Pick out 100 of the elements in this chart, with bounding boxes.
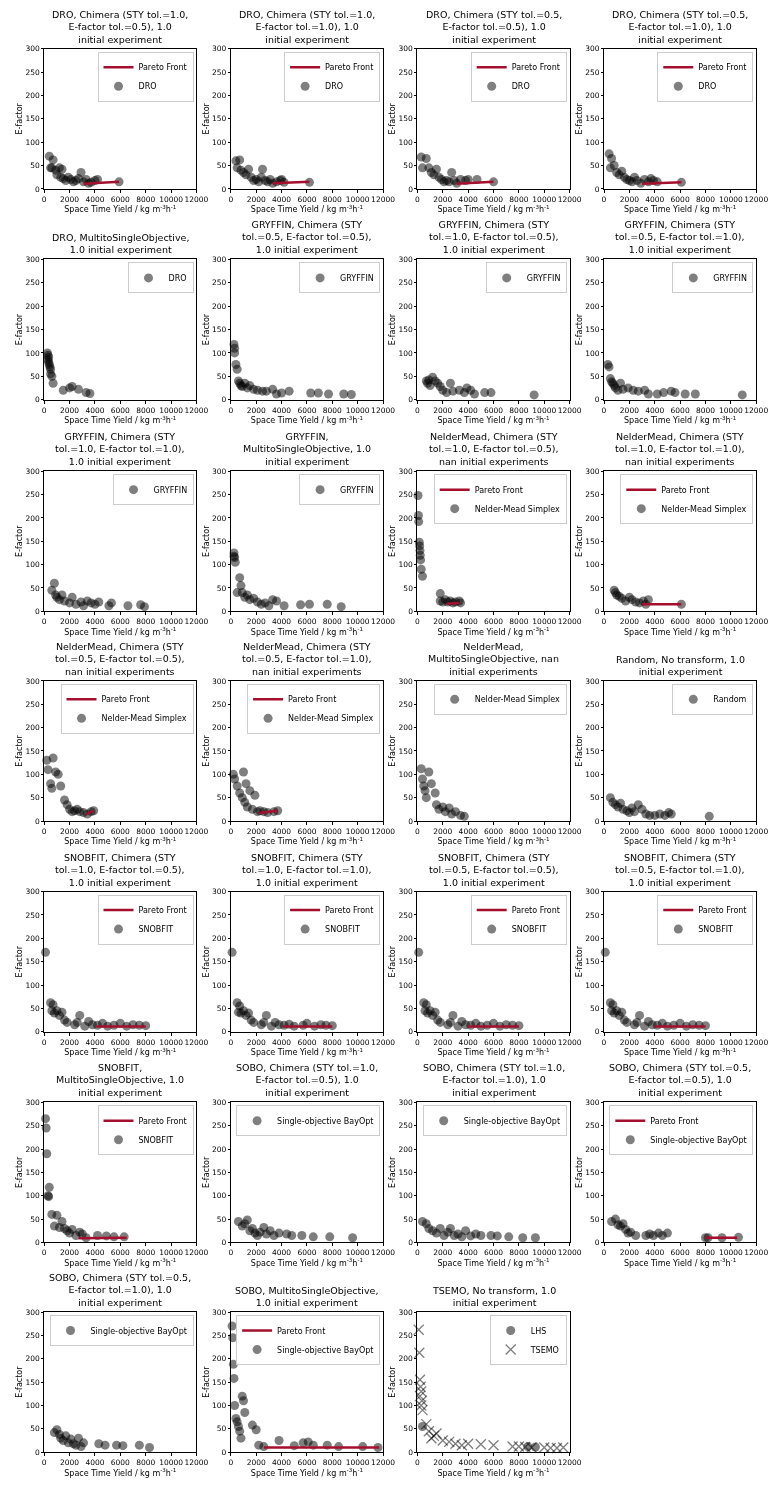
legend-label: Pareto Front bbox=[511, 906, 560, 916]
point bbox=[313, 388, 323, 398]
y-axis-title: E-factor bbox=[388, 1156, 398, 1189]
point bbox=[607, 154, 617, 163]
legend-label: DRO bbox=[138, 82, 157, 92]
point bbox=[435, 1223, 445, 1233]
x-axis-title: Space Time Yield / kg m$^{-3}$h$^{-1}$ bbox=[64, 1467, 177, 1478]
point bbox=[529, 390, 539, 400]
y-axis-title: E-factor bbox=[15, 1365, 25, 1398]
chart-title: DRO, Chimera (STY tol.=1.0, E-factor tol.=0.5), 1.0 initial experiment bbox=[52, 9, 189, 45]
x-axis-title: Space Time Yield / kg m$^{-3}$h$^{-1}$ bbox=[64, 836, 177, 847]
chart-title: SOBO, MultitoSingleObjective, 1.0 initial experiment bbox=[235, 1285, 379, 1309]
x-axis-title: Space Time Yield / kg m$^{-3}$h$^{-1}$ bbox=[624, 414, 737, 425]
legend-label: SNOBFIT bbox=[138, 925, 174, 935]
point bbox=[250, 790, 260, 800]
point bbox=[308, 1232, 318, 1242]
point bbox=[48, 753, 58, 763]
y-axis-title: E-factor bbox=[574, 945, 584, 978]
point bbox=[48, 378, 58, 388]
point bbox=[261, 1010, 271, 1020]
chart-title: SNOBFIT, Chimera (STY tol.=1.0, E-factor tol.=1.0), 1.0 initial experiment bbox=[242, 852, 372, 888]
legend-label: Pareto Front bbox=[138, 1116, 187, 1126]
point bbox=[643, 389, 653, 399]
chart-title: GRYFFIN, Chimera (STY tol.=0.5, E-factor tol.=1.0), 1.0 initial experiment bbox=[615, 219, 745, 255]
point bbox=[277, 388, 287, 398]
y-axis-title: E-factor bbox=[574, 734, 584, 767]
point bbox=[304, 599, 314, 609]
point bbox=[504, 1232, 514, 1242]
point bbox=[284, 386, 294, 396]
x-axis-title: Space Time Yield / kg m$^{-3}$h$^{-1}$ bbox=[250, 203, 364, 215]
legend-label: Single-objective BayOpt bbox=[90, 1326, 187, 1336]
y-axis-title: E-factor bbox=[574, 524, 584, 557]
legend-label: Nelder-Mead Simplex bbox=[474, 504, 561, 514]
point bbox=[322, 599, 332, 609]
x-axis-title: Space Time Yield / kg m$^{-3}$h$^{-1}$ bbox=[250, 836, 364, 847]
point bbox=[476, 1230, 486, 1240]
chart-title: SNOBFIT, MultitoSingleObjective, 1.0 initial experiment bbox=[56, 1062, 185, 1098]
x-axis-title: Space Time Yield / kg m$^{-3}$h$^{-1}$ bbox=[437, 1257, 551, 1268]
legend-label: Pareto Front bbox=[650, 1116, 699, 1126]
point bbox=[659, 388, 669, 398]
chart-title: DRO, MultitoSingleObjective, 1.0 initial experiment bbox=[52, 232, 190, 256]
x-axis-title: Space Time Yield / kg m$^{-3}$h$^{-1}$ bbox=[64, 1257, 177, 1268]
chart-title: SNOBFIT, Chimera (STY tol.=0.5, E-factor tol.=1.0), 1.0 initial experiment bbox=[615, 852, 745, 888]
x-axis-title: Space Time Yield / kg m$^{-3}$h$^{-1}$ bbox=[437, 203, 551, 215]
chart-title: NelderMead, Chimera (STY tol.=0.5, E-factor tol.=0.5), nan initial experiments bbox=[55, 641, 185, 677]
point bbox=[670, 388, 680, 398]
point bbox=[287, 1230, 297, 1240]
point bbox=[118, 1441, 128, 1451]
point bbox=[492, 1231, 502, 1241]
point bbox=[123, 601, 133, 611]
x-axis-title: Space Time Yield / kg m$^{-3}$h$^{-1}$ bbox=[64, 1046, 177, 1058]
legend-label: Single-objective BayOpt bbox=[463, 1116, 561, 1126]
point bbox=[445, 378, 455, 388]
x-axis-title: Space Time Yield / kg m$^{-3}$h$^{-1}$ bbox=[64, 626, 177, 637]
legend-label: GRYFFIN bbox=[153, 485, 188, 495]
x-axis-title: Space Time Yield / kg m$^{-3}$h$^{-1}$ bbox=[624, 203, 737, 215]
point bbox=[631, 1230, 641, 1240]
legend-label: Pareto Front bbox=[288, 695, 337, 705]
legend-label: Pareto Front bbox=[474, 485, 523, 495]
x-axis-title: Space Time Yield / kg m$^{-3}$h$^{-1}$ bbox=[437, 1046, 551, 1058]
point bbox=[336, 602, 346, 612]
point bbox=[445, 1223, 455, 1233]
x-axis-title: Space Time Yield / kg m$^{-3}$h$^{-1}$ bbox=[624, 626, 737, 637]
chart-title: SOBO, Chimera (STY tol.=0.5, E-factor tol.=0.5), 1.0 initial experiment bbox=[609, 1062, 752, 1098]
legend-label: DRO bbox=[325, 82, 344, 92]
legend-label: SNOBFIT bbox=[325, 925, 360, 935]
point bbox=[56, 781, 66, 791]
point bbox=[680, 389, 690, 399]
legend-label: Nelder-Mead Simplex bbox=[661, 504, 747, 514]
point bbox=[44, 1182, 54, 1192]
y-axis-title: E-factor bbox=[201, 524, 211, 557]
legend-label: Pareto Front bbox=[138, 906, 187, 916]
point bbox=[85, 389, 95, 399]
point bbox=[348, 1233, 358, 1243]
chart-title: DRO, Chimera (STY tol.=0.5, E-factor tol.=1.0), 1.0 initial experiment bbox=[612, 9, 749, 45]
chart-title: TSEMO, No transform, 1.0 initial experiment bbox=[432, 1285, 557, 1309]
point bbox=[244, 164, 254, 174]
y-axis-title: E-factor bbox=[15, 945, 25, 978]
legend-label: Pareto Front bbox=[698, 906, 747, 916]
point bbox=[100, 1440, 110, 1450]
point bbox=[421, 793, 431, 803]
legend-label: TSEMO bbox=[529, 1345, 559, 1355]
point bbox=[426, 779, 436, 789]
legend-label: Pareto Front bbox=[138, 63, 187, 73]
chart-title: GRYFFIN, MultitoSingleObjective, 1.0 initial experiment bbox=[243, 431, 372, 467]
x-axis-title: Space Time Yield / kg m$^{-3}$h$^{-1}$ bbox=[624, 1257, 737, 1268]
point bbox=[430, 788, 440, 798]
point bbox=[486, 388, 496, 398]
point bbox=[94, 597, 104, 607]
y-axis-title: E-factor bbox=[15, 1156, 25, 1189]
point bbox=[239, 1396, 249, 1406]
point bbox=[274, 1436, 284, 1446]
point bbox=[635, 1010, 645, 1020]
chart-title: GRYFFIN, Chimera (STY tol.=1.0, E-factor tol.=1.0), 1.0 initial experiment bbox=[55, 431, 185, 467]
point bbox=[49, 578, 59, 588]
y-axis-title: E-factor bbox=[388, 313, 398, 346]
legend-label: Nelder-Mead Simplex bbox=[474, 695, 561, 705]
chart-title: DRO, Chimera (STY tol.=0.5, E-factor tol.=0.5), 1.0 initial experiment bbox=[426, 9, 563, 45]
point bbox=[145, 1443, 155, 1453]
chart-title: DRO, Chimera (STY tol.=1.0, E-factor tol.=1.0), 1.0 initial experiment bbox=[239, 9, 376, 45]
